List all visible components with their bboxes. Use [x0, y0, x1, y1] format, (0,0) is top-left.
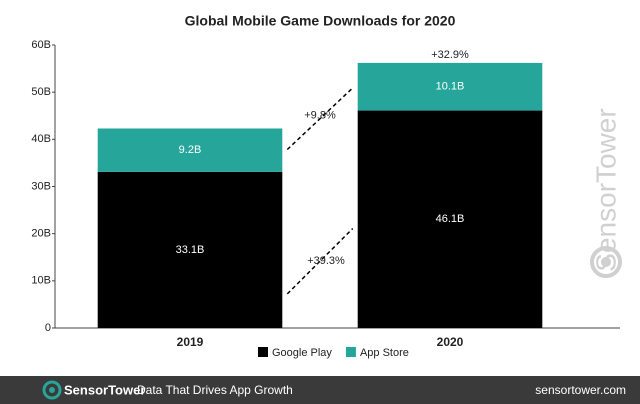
footer-logo-dot: [49, 387, 55, 393]
footer-url: sensortower.com: [535, 383, 626, 397]
annotation: +32.9%: [431, 49, 469, 61]
y-tick-label: 60B: [31, 39, 51, 51]
footer-logo: [42, 380, 62, 400]
x-tick-label: 2019: [177, 335, 204, 349]
chart-title: Global Mobile Game Downloads for 2020: [185, 13, 456, 29]
value-label: 9.2B: [179, 144, 202, 156]
y-tick-label: 40B: [31, 133, 51, 145]
annotation: +9.8%: [304, 110, 336, 122]
legend-label: Google Play: [272, 347, 332, 359]
legend-swatch: [345, 347, 356, 357]
y-tick-label: 20B: [31, 228, 51, 240]
value-label: 33.1B: [176, 244, 205, 256]
bar-segment: [97, 128, 283, 172]
growth-connector: [286, 87, 354, 151]
bar-segment: [357, 62, 543, 111]
growth-connector: [286, 228, 354, 295]
y-tick-label: 50B: [31, 86, 51, 98]
value-label: 10.1B: [436, 81, 465, 93]
legend-label: App Store: [360, 347, 409, 359]
footer-bar: [0, 376, 640, 404]
footer-brand: SensorTower: [64, 382, 145, 397]
watermark: SensorTower: [590, 108, 621, 271]
legend-swatch: [258, 347, 268, 357]
y-tick-label: 10B: [31, 275, 51, 287]
footer-tagline: Data That Drives App Growth: [137, 383, 293, 397]
y-tick-label: 30B: [31, 180, 51, 192]
watermark-icon: [590, 246, 622, 278]
annotation: +39.3%: [307, 255, 345, 267]
y-tick-label: 0: [45, 322, 51, 334]
bar-segment: [97, 171, 283, 328]
value-label: 46.1B: [436, 213, 465, 225]
bar-segment: [357, 110, 543, 328]
x-tick-label: 2020: [437, 335, 464, 349]
